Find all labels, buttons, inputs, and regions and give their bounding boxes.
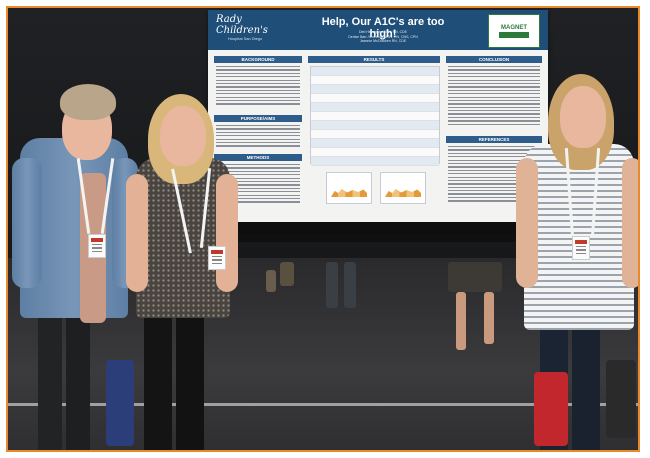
hospital-name: Rady Children's [216,14,268,36]
research-poster: Rady Children's Hospital San Diego Help,… [208,10,548,222]
person-left-leg [66,308,90,450]
results-table [310,66,440,166]
person-left-leg [38,308,62,450]
background-person-skirt [448,262,502,292]
section-purpose-header: PURPOSE/AIMS [214,115,302,122]
person-center-patterned-top [136,158,230,318]
person-left-badge [88,234,106,258]
background-person-leg [484,292,494,344]
poster-header: Rady Children's Hospital San Diego Help,… [208,10,548,50]
background-person-leg [280,262,294,286]
section-methods-header: METHODS [214,154,302,161]
poster-author: Jeannie McCracken RN, CDE [359,39,407,43]
person-right-arm [516,158,538,288]
person-right-leg [572,308,600,450]
magnet-bar [499,32,529,38]
person-center-arm [216,174,238,292]
background-person-leg [326,262,338,308]
background-person-leg [266,270,276,292]
person-right-face [560,86,606,148]
section-purpose-text [216,125,300,149]
photo-scene: Rady Children's Hospital San Diego Help,… [8,8,638,450]
poster-title: Help, Our A1C's are too high! [321,16,445,40]
section-methods-text [216,164,300,205]
background-person-leg [456,292,466,350]
blue-bag [106,360,134,446]
results-chart [326,172,372,204]
magnet-badge: MAGNET [488,14,540,48]
hospital-logo: Rady Children's Hospital San Diego [216,14,278,44]
person-center-badge [208,246,226,270]
red-bag [534,372,568,446]
poster-author: Deb Heneghan BSN, RN, CDE [358,30,408,34]
display-table-edge [128,234,558,242]
person-left-hair [60,84,116,120]
poster-author: Denise Barr-Yeneboza MSN, RN, CNS, CPN [348,34,418,39]
floor-stripe [8,403,638,406]
person-center-leg [144,308,172,450]
section-references-text [448,146,540,204]
section-background-text [216,66,300,107]
section-references-header: REFERENCES [446,136,542,143]
section-conclusion-header: CONCLUSION [446,56,542,63]
dark-bag [606,360,636,438]
section-results-header: RESULTS [308,56,440,63]
person-center-arm [126,174,148,292]
section-conclusion-text [448,66,540,127]
photo-frame: Rady Children's Hospital San Diego Help,… [6,6,640,452]
hospital-subtitle: Hospital San Diego [228,36,263,41]
poster-authors: Deb Heneghan BSN, RN, CDE Denise Barr-Ye… [308,30,458,44]
background-person-leg [344,262,356,308]
section-background-header: BACKGROUND [214,56,302,63]
poster-stand [208,222,548,234]
person-left-arm [12,158,42,288]
person-right-badge [572,236,590,260]
person-center-face [160,106,206,166]
person-center-leg [176,308,204,450]
person-right-arm [622,158,638,288]
results-chart [380,172,426,204]
magnet-label: MAGNET [501,25,527,31]
